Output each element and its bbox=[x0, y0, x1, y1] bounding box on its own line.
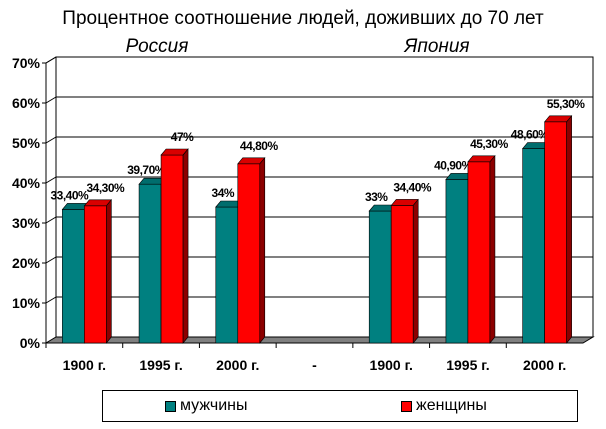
data-label-men: 40,90% bbox=[434, 158, 473, 172]
bar-side-women bbox=[182, 148, 189, 344]
y-tick-label: 10% bbox=[12, 295, 41, 311]
bar-women bbox=[160, 154, 184, 344]
chart-title: Процентное соотношение людей, доживших д… bbox=[62, 8, 544, 29]
data-label-women: 55,30% bbox=[547, 97, 586, 111]
bar-men bbox=[445, 179, 469, 344]
x-tick-label: 1995 г. bbox=[446, 357, 489, 373]
y-tick-label: 20% bbox=[12, 255, 41, 271]
gridline-side bbox=[45, 96, 57, 104]
x-tick-label: 1995 г. bbox=[139, 357, 182, 373]
bar-side-women bbox=[566, 114, 572, 344]
plot-area: 0% 10% 20% 30% 40% 50% 60% 70% 1900 г. 33,40%34,3… bbox=[12, 55, 595, 373]
group-label-japan: Япония bbox=[403, 36, 469, 57]
legend: мужчины женщины bbox=[102, 390, 578, 422]
legend-item-men: мужчины bbox=[165, 397, 248, 415]
y-tick-label: 70% bbox=[12, 55, 41, 71]
legend-swatch-women bbox=[401, 400, 412, 412]
y-tick-label: 30% bbox=[12, 215, 41, 231]
gridline-side bbox=[45, 136, 57, 144]
bar-women bbox=[237, 163, 261, 344]
bar-side-women bbox=[412, 198, 419, 344]
bar-side-women bbox=[489, 154, 496, 344]
bar-women bbox=[84, 205, 107, 344]
data-label-men: 33% bbox=[365, 190, 388, 204]
data-label-women: 47% bbox=[171, 130, 194, 144]
bar-men bbox=[138, 183, 162, 344]
legend-item-women: женщины bbox=[401, 397, 487, 415]
data-label-men: 39,70% bbox=[127, 163, 166, 177]
bar-side-women bbox=[106, 198, 112, 344]
gridline-side bbox=[45, 296, 57, 304]
data-label-women: 44,80% bbox=[240, 139, 279, 153]
y-tick-label: 0% bbox=[20, 335, 41, 351]
x-tick-label: 1900 г. bbox=[370, 357, 413, 373]
bar-men bbox=[368, 210, 392, 344]
data-label-women: 34,30% bbox=[87, 181, 126, 195]
data-label-men: 48,60% bbox=[511, 128, 550, 142]
gridline-side bbox=[45, 176, 57, 184]
data-label-women: 45,30% bbox=[470, 137, 509, 151]
data-label-women: 34,40% bbox=[393, 180, 432, 194]
back-wall bbox=[55, 56, 594, 338]
bar-men bbox=[522, 148, 545, 344]
x-tick-label: - bbox=[312, 357, 317, 373]
y-tick-label: 60% bbox=[12, 95, 41, 111]
legend-label-men: мужчины bbox=[180, 397, 248, 414]
x-tick-label: 1900 г. bbox=[63, 357, 106, 373]
legend-label-women: женщины bbox=[416, 397, 487, 414]
y-axis-top bbox=[45, 56, 57, 64]
x-tick-label: 2000 г. bbox=[216, 357, 259, 373]
data-label-men: 34% bbox=[212, 186, 235, 200]
bar-men bbox=[215, 206, 239, 344]
y-tick-label: 40% bbox=[12, 175, 41, 191]
group-label-russia: Россия bbox=[126, 36, 189, 57]
x-tick-label: 2000 г. bbox=[523, 357, 566, 373]
gridline-side bbox=[45, 256, 57, 264]
bar-women bbox=[390, 205, 414, 344]
gridline-side bbox=[45, 216, 57, 224]
bar-women bbox=[467, 161, 491, 344]
floor bbox=[44, 336, 595, 344]
bar-women bbox=[544, 121, 567, 344]
bar-side-women bbox=[259, 156, 266, 344]
data-label-men: 33,40% bbox=[51, 188, 90, 202]
y-tick-label: 50% bbox=[12, 135, 41, 151]
bar-men bbox=[62, 209, 85, 344]
legend-swatch-men bbox=[165, 400, 176, 412]
